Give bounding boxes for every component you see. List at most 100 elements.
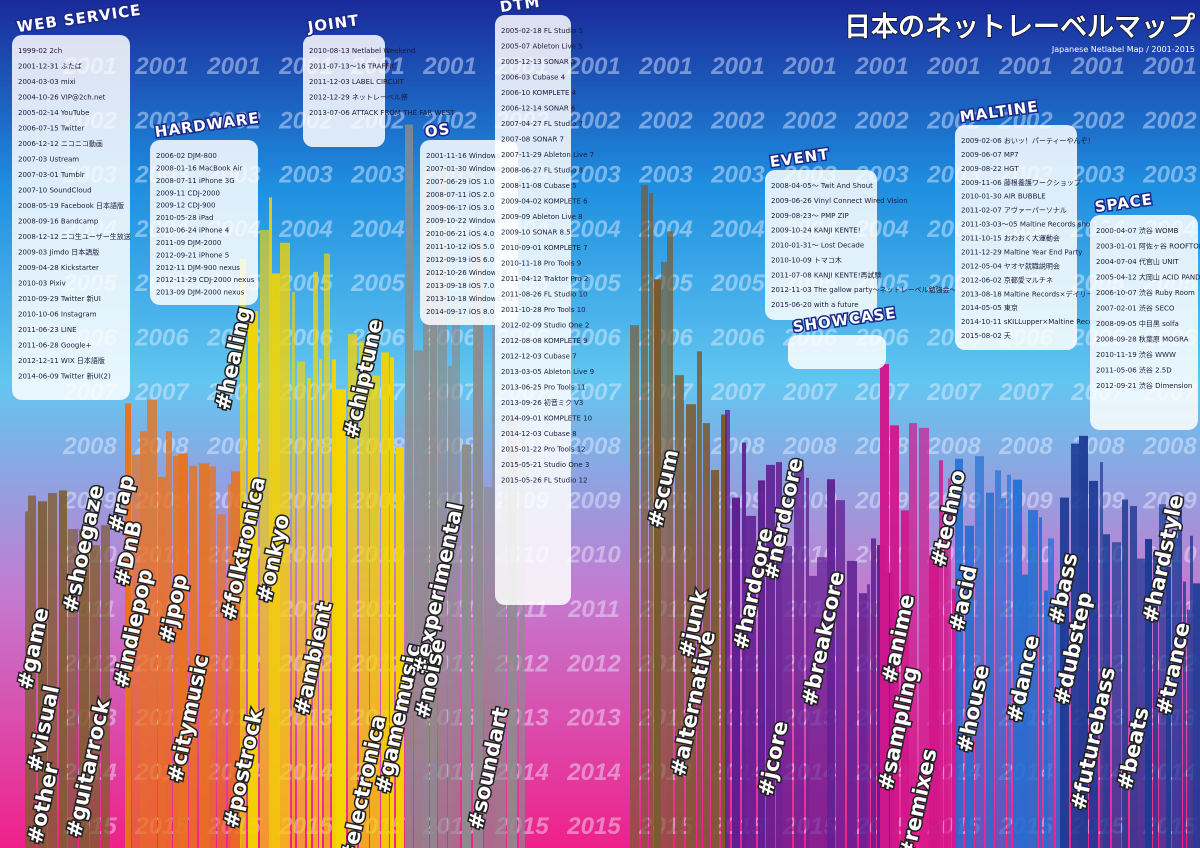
- label-stripe: [28, 495, 36, 848]
- year-label: 2002: [422, 107, 477, 134]
- panel-box: [150, 140, 258, 305]
- label-stripe: [919, 427, 929, 848]
- panel-entry: 2007-06-29 iOS 1.0: [426, 178, 494, 186]
- year-label: 2005: [350, 270, 405, 297]
- label-stripe: [901, 510, 909, 848]
- label-stripe: [438, 166, 447, 848]
- label-stripe: [1137, 558, 1145, 848]
- panel-entry: 2013-06-25 Pro Tools 11: [501, 384, 586, 392]
- label-stripe: [502, 468, 506, 848]
- label-stripe: [1172, 537, 1178, 848]
- label-stripe: [158, 476, 166, 848]
- label-stripe: [909, 423, 917, 848]
- panel-entry: 2014-10-11 sKILLupper×Maltine Records: [961, 318, 1104, 326]
- panel-entry: 2015-06-20 with a future: [771, 301, 859, 309]
- label-stripe: [240, 258, 246, 848]
- panel-entry: 2012-09-21 渋谷 Dimension: [1096, 381, 1192, 390]
- year-label: 2001: [206, 53, 260, 80]
- year-label: 2004: [278, 216, 332, 243]
- panel-entry: 2011-05-06 渋谷 2.5D: [1096, 366, 1172, 375]
- panel-entry: 2013-09 DJM-2000 nexus: [156, 289, 245, 297]
- year-label: 2002: [854, 107, 909, 134]
- panel-entry: 2003-01-01 阿佐ヶ谷 ROOFTOP: [1096, 242, 1200, 251]
- panel-entry: 2009-03 Jimdo 日本語版: [18, 248, 99, 257]
- label-stripe: [25, 511, 28, 848]
- year-label: 2002: [638, 107, 693, 134]
- label-stripe: [1100, 462, 1103, 848]
- year-label: 2009: [62, 487, 117, 514]
- panel-entry: 2010-09-29 Twitter 新UI: [18, 294, 101, 303]
- panel-entry: 2004-10-26 VIP@2ch.net: [18, 94, 106, 102]
- panel-entry: 2007-11-29 Ableton Live 7: [501, 151, 594, 159]
- year-label: 2003: [278, 162, 333, 189]
- year-label: 2015: [566, 813, 621, 840]
- year-label: 2009: [1142, 487, 1197, 514]
- label-stripe: [405, 124, 413, 848]
- panel-entry: 2010-11-19 渋谷 WWW: [1096, 350, 1176, 359]
- label-stripe: [519, 438, 525, 848]
- year-label: 2004: [350, 216, 404, 243]
- label-stripe: [746, 515, 756, 848]
- panel-entry: 2009-11-06 藤根養護ワークショップ: [961, 178, 1081, 187]
- year-label: 2003: [1142, 162, 1197, 189]
- label-stripe: [38, 501, 47, 848]
- year-label: 2007: [926, 379, 982, 406]
- label-stripe: [697, 351, 702, 848]
- label-stripe: [1193, 583, 1200, 848]
- label-stripe: [217, 514, 226, 848]
- panel-entry: 2011-09 DJM-2000: [156, 239, 221, 247]
- panel-entry: 2012-12-11 WIX 日本語版: [18, 356, 105, 365]
- label-stripe: [630, 325, 639, 848]
- panel-entry: 2008-07-11 iPhone 3G: [156, 177, 235, 185]
- year-label: 2001: [1142, 53, 1196, 80]
- label-stripe: [944, 508, 948, 848]
- panel-entry: 2009-04-28 Kickstarter: [18, 264, 99, 272]
- label-stripe: [711, 470, 719, 848]
- panel-box: [495, 15, 571, 605]
- label-stripe: [319, 359, 322, 848]
- label-stripe: [827, 479, 835, 848]
- label-stripe: [867, 584, 870, 848]
- panel-entry: 2008-06-27 FL Studio 8: [501, 167, 583, 175]
- panel-entry: 2009-10 SONAR 8.5: [501, 229, 571, 237]
- label-stripe: [965, 525, 974, 848]
- year-label: 2013: [566, 705, 621, 732]
- year-label: 2003: [1070, 162, 1125, 189]
- label-stripe: [178, 453, 188, 848]
- year-label: 2009: [566, 487, 621, 514]
- label-stripe: [1178, 507, 1182, 848]
- label-stripe: [948, 478, 951, 848]
- label-stripe: [462, 444, 471, 848]
- panel-entry: 2010-05-28 iPad: [156, 214, 214, 222]
- label-stripe: [661, 261, 667, 848]
- label-stripe: [859, 593, 867, 848]
- panel-entry: 2011-12-29 Maltine Year End Party: [961, 248, 1082, 256]
- label-stripe: [817, 557, 827, 848]
- label-stripe: [48, 493, 57, 848]
- label-stripe: [836, 500, 845, 848]
- panel-entry: 2005-02-18 FL Studio 5: [501, 27, 583, 35]
- year-label: 2005: [566, 270, 621, 297]
- label-stripe: [507, 414, 517, 848]
- label-stripe: [794, 466, 804, 848]
- label-stripe: [1159, 504, 1166, 848]
- year-label: 2001: [422, 53, 476, 80]
- panel-entry: 2005-07 Ableton Live 5: [501, 43, 583, 51]
- label-stripe: [231, 471, 241, 848]
- label-stripe: [686, 404, 696, 848]
- label-stripe: [297, 361, 305, 848]
- label-stripe: [199, 463, 209, 848]
- year-label: 2001: [710, 53, 764, 80]
- panel-entry: 2015-05-21 Studio One 3: [501, 461, 589, 469]
- panel-entry: 2008-09-05 中目黒 solfa: [1096, 319, 1179, 328]
- label-stripe: [1001, 498, 1006, 848]
- label-stripe: [269, 197, 272, 848]
- panel-entry: 2006-03 Cubase 4: [501, 74, 566, 82]
- panel-entry: 2011-04-12 Traktor Pro 2: [501, 275, 588, 283]
- label-stripe: [929, 555, 939, 848]
- panel-entry: 2012-12-29 ネットレーベル祭: [309, 93, 408, 102]
- panel-entry: 2010-06-21 iOS 4.0: [426, 230, 494, 238]
- panel-entry: 2012-11-03 The gallow party〜ネットレーベル勉強会〜: [771, 285, 957, 294]
- panel-entry: 2008-09-28 秋葉原 MOGRA: [1096, 335, 1189, 344]
- panel-entry: 2011-10-28 Pro Tools 10: [501, 306, 586, 314]
